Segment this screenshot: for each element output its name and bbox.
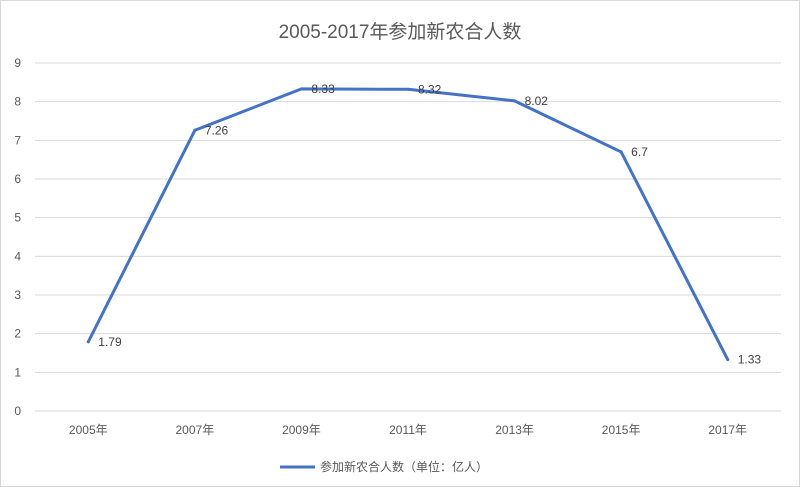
- series-layer: [86, 87, 730, 362]
- data-point: [406, 87, 410, 91]
- x-tick-label: 2011年: [389, 423, 427, 437]
- y-axis-ticks: 0 1 2 3 4 5 6 7 8 9: [14, 56, 21, 418]
- y-tick-label: 0: [14, 404, 21, 418]
- legend-label: 参加新农合人数（单位：亿人）: [320, 459, 488, 474]
- data-point: [299, 87, 303, 91]
- y-tick-label: 4: [14, 249, 21, 263]
- x-axis-ticks: 2005年 2007年 2009年 2011年 2013年 2015年 2017年: [69, 423, 747, 437]
- y-tick-label: 1: [14, 365, 21, 379]
- data-labels: 1.79 7.26 8.33 8.32 8.02 6.7 1.33: [98, 82, 761, 367]
- series-line: [86, 87, 730, 362]
- x-tick-label: 2009年: [282, 423, 321, 437]
- data-label: 6.7: [631, 145, 648, 159]
- data-label: 8.32: [418, 82, 442, 96]
- data-point: [619, 150, 623, 154]
- y-tick-label: 8: [14, 95, 21, 109]
- data-label: 7.26: [205, 123, 229, 137]
- x-tick-label: 2007年: [176, 423, 215, 437]
- x-tick-label: 2017年: [708, 423, 747, 437]
- x-tick-label: 2013年: [495, 423, 534, 437]
- data-label: 8.02: [525, 94, 549, 108]
- y-tick-label: 5: [14, 211, 21, 225]
- data-label: 1.33: [738, 353, 762, 367]
- data-point: [513, 99, 517, 103]
- y-tick-label: 9: [14, 56, 21, 70]
- y-tick-label: 7: [14, 133, 21, 147]
- chart-title: 2005-2017年参加新农合人数: [279, 21, 522, 43]
- data-point: [193, 128, 197, 132]
- data-point: [726, 358, 730, 362]
- y-tick-label: 3: [14, 288, 21, 302]
- x-tick-label: 2005年: [69, 423, 108, 437]
- y-tick-label: 2: [14, 327, 21, 341]
- data-point: [86, 340, 90, 344]
- data-label: 8.33: [311, 82, 335, 96]
- data-label: 1.79: [98, 335, 122, 349]
- y-tick-label: 6: [14, 172, 21, 186]
- grid-lines: [35, 62, 781, 412]
- x-tick-label: 2015年: [602, 423, 641, 437]
- legend[interactable]: 参加新农合人数（单位：亿人）: [280, 459, 488, 474]
